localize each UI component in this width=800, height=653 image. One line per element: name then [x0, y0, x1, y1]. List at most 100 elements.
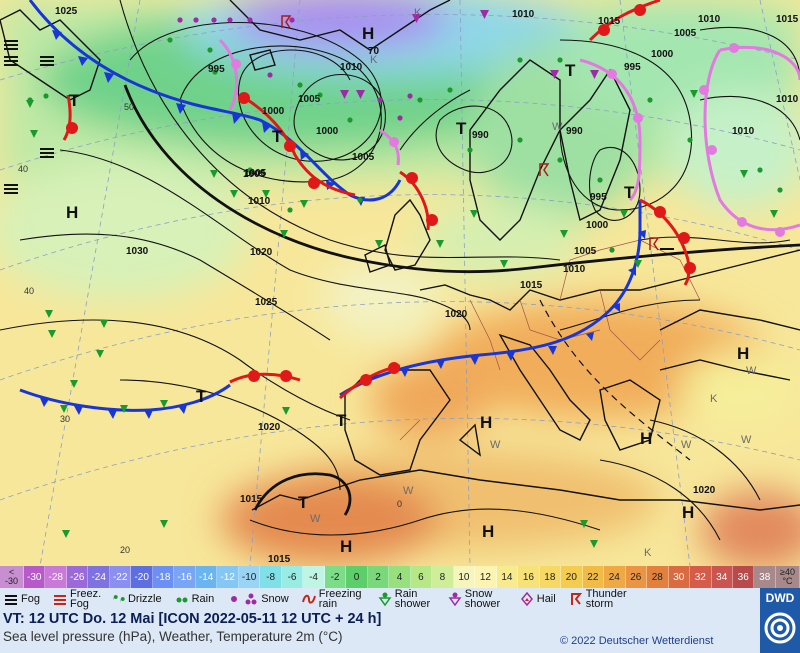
scale-cell: -28: [45, 566, 67, 588]
warm-marker: W: [552, 121, 563, 133]
pressure-label: 1005: [674, 28, 697, 39]
high-pressure-center: H: [66, 203, 78, 222]
snow-shower-icon: [448, 592, 462, 606]
scale-cell: -12: [217, 566, 239, 588]
scale-cell: -22: [109, 566, 132, 588]
warm-marker: W: [741, 434, 752, 446]
scale-cell: 22: [582, 566, 605, 588]
pressure-label: 990: [472, 130, 489, 141]
pressure-label: 1020: [250, 247, 273, 258]
high-pressure-center: H: [480, 413, 492, 432]
pressure-label: 1000: [586, 220, 609, 231]
warm-marker: W: [490, 439, 501, 451]
low-pressure-center: T: [298, 493, 309, 512]
pressure-label: 1020: [258, 422, 281, 433]
high-pressure-center: H: [482, 522, 494, 541]
legend-label: Freez. Fog: [69, 588, 102, 610]
borders: [399, 239, 701, 441]
legend-item-snow-shower: Snow shower: [444, 589, 507, 610]
snow-symbols: [177, 17, 413, 121]
fog-symbols: [4, 40, 674, 250]
pressure-label: 1020: [445, 309, 468, 320]
legend-item-freezing-rain: Freezing rain: [298, 589, 365, 610]
scale-cell: -10: [238, 566, 261, 588]
legend-item-freezing-fog: Freez. Fog: [49, 588, 102, 610]
scale-cell: -14: [195, 566, 218, 588]
scale-cell: 0: [346, 566, 368, 588]
pressure-centers: H H H H H H H H T T T T T T T T: [66, 24, 749, 556]
lat-label: 0: [397, 499, 402, 509]
scale-cell: 8: [432, 566, 454, 588]
scale-cell: 4: [389, 566, 411, 588]
temperature-markers: W W W W W W W K K K K: [310, 7, 757, 559]
scale-cell: 26: [625, 566, 648, 588]
scale-cell: -26: [66, 566, 89, 588]
legend-label: Hail: [536, 593, 556, 605]
legend-label: Snow: [261, 593, 289, 605]
legend-label: Rain shower: [394, 588, 431, 610]
fog-icon: [5, 595, 17, 605]
scale-cell: 38: [754, 566, 776, 588]
pressure-label: 1015: [598, 16, 621, 27]
legend-item-snow: Snow: [223, 592, 289, 606]
pressure-label: 1000: [651, 49, 674, 60]
trough-line: [539, 299, 691, 461]
pressure-label: 1010: [732, 126, 755, 137]
scale-upper-bound: ≥40 °C: [776, 566, 800, 588]
legend-label: Rain: [191, 593, 215, 605]
legend-item-thunderstorm: Thunder storm: [565, 588, 636, 610]
lat-label: 40: [18, 164, 28, 174]
pressure-label: 990: [566, 126, 583, 137]
snow-icon: [231, 596, 238, 602]
dwd-swirl-icon: [764, 612, 796, 644]
scale-cell: 24: [604, 566, 626, 588]
warm-marker: W: [310, 513, 321, 525]
occluded-fronts: [218, 38, 800, 237]
pressure-label: 1025: [255, 297, 278, 308]
pressure-label: 995: [590, 192, 607, 203]
rain-icon: [176, 597, 188, 603]
scale-cell: -2: [324, 566, 347, 588]
pressure-label: 1005: [352, 152, 375, 163]
scale-lower-bound: < -30: [0, 566, 24, 588]
scale-cell: -16: [174, 566, 196, 588]
scale-cell: -6: [281, 566, 304, 588]
cold-marker: K: [370, 54, 378, 66]
valid-time: VT: 12 UTC Do. 12 Mai [ICON 2022-05-11 1…: [3, 611, 382, 627]
freezing-rain-icon: [301, 594, 316, 604]
pressure-label: 1010: [340, 62, 363, 73]
legend-label: Thunder storm: [585, 588, 627, 610]
map-canvas: 1025 1010 1015 1010 1005 1015 995 1000 1…: [0, 0, 800, 566]
snow-shower-symbols: [340, 10, 599, 99]
scale-lower-sign: <: [8, 567, 15, 577]
low-pressure-center: T: [336, 411, 347, 430]
pressure-label: 1015: [240, 494, 263, 505]
warm-marker: W: [681, 439, 692, 451]
scale-cell: -20: [131, 566, 153, 588]
scale-cell: 6: [410, 566, 433, 588]
pressure-label: 995: [208, 64, 225, 75]
cold-marker: K: [710, 393, 718, 405]
pressure-label: 1020: [693, 485, 716, 496]
scale-cell: -24: [88, 566, 110, 588]
warm-fronts: [62, 0, 696, 400]
temperature-color-scale: < -30 -30 -28 -26 -24 -22 -20 -18 -16 -14 -12 -10-…: [0, 566, 800, 588]
freezing-fog-icon: [53, 595, 66, 605]
rain-shower-icon: [378, 592, 392, 606]
thunderstorm-symbols: [281, 15, 660, 251]
scale-unit: °C: [782, 576, 793, 586]
scale-cell: 36: [732, 566, 755, 588]
pressure-label: 1010: [563, 264, 586, 275]
drizzle-icon: [112, 595, 125, 603]
pressure-label: 1010: [698, 14, 721, 25]
pressure-label: 1005: [574, 246, 597, 257]
pressure-label: 1030: [126, 246, 149, 257]
scale-cell: -8: [260, 566, 282, 588]
legend-item-rain: Rain: [171, 592, 215, 606]
shower-symbols: [26, 90, 778, 548]
pressure-label: 70: [368, 46, 380, 57]
lat-label: 50: [124, 102, 134, 112]
pressure-labels: 1025 1010 1015 1010 1005 1015 995 1000 1…: [55, 6, 799, 565]
pressure-label: 1005: [298, 94, 321, 105]
